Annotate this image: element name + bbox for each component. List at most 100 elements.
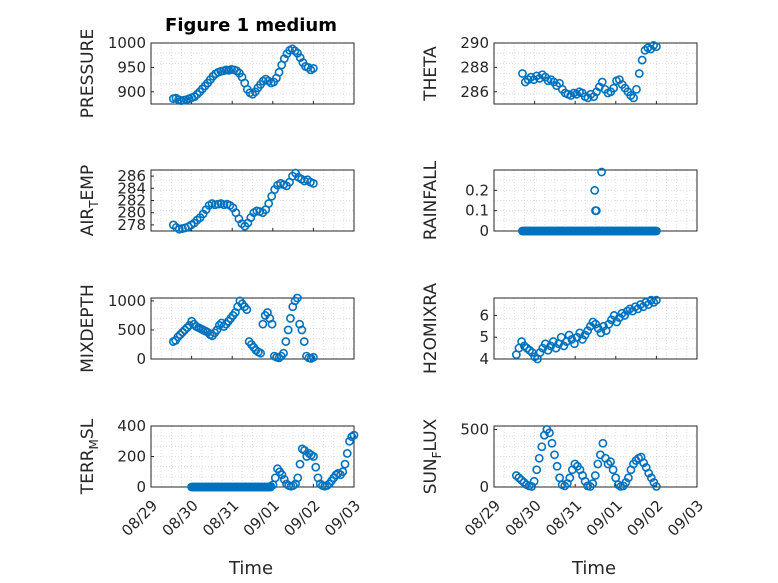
y-tick-label: 0 [479, 478, 489, 496]
subplot-h2omixra: 4 5 6 H2OMIXRA [421, 283, 698, 374]
data-point [578, 334, 587, 344]
data-point [593, 459, 603, 469]
data-point [297, 325, 307, 335]
x-tick-label: 08/30 [502, 497, 545, 540]
data-point [286, 313, 295, 323]
data-point [242, 305, 252, 315]
data-point [560, 481, 570, 491]
y-tick-label: 0.1 [465, 202, 489, 220]
data-point [514, 473, 524, 483]
data-point [190, 92, 199, 102]
data-point [633, 304, 643, 314]
data-point [292, 293, 302, 303]
data-point [303, 63, 313, 72]
data-point [551, 343, 561, 353]
x-tick-label: 09/01 [583, 497, 626, 540]
data-point [178, 327, 187, 337]
data-point [290, 46, 300, 56]
x-tick-label: 08/29 [118, 497, 161, 540]
axes-box [150, 42, 355, 105]
data-point [180, 325, 190, 335]
data-point [219, 322, 229, 331]
data-point [338, 467, 348, 477]
data-point [212, 325, 222, 335]
data-point [583, 326, 593, 336]
y-tick-label: 286 [117, 167, 146, 185]
data-point [518, 69, 527, 78]
y-tick-label: 290 [460, 34, 489, 52]
axes-box [493, 42, 698, 105]
y-tick-label: 400 [117, 417, 146, 435]
data-point [340, 459, 350, 469]
data-point [277, 470, 287, 480]
data-point [652, 295, 661, 305]
data-point [308, 63, 318, 73]
data-point [632, 84, 641, 94]
data-point [598, 438, 608, 448]
data-point [173, 332, 183, 342]
data-point [311, 462, 321, 472]
data-point [620, 311, 630, 320]
x-tick-label: 09/01 [240, 497, 283, 540]
data-point [612, 317, 622, 327]
axes-box [150, 169, 355, 232]
x-tick-label: 09/03 [664, 497, 707, 540]
data-point [256, 348, 265, 358]
y-axis-label: MIXDEPTH [78, 284, 98, 373]
data-point [609, 83, 619, 93]
data-point [593, 324, 603, 333]
data-point [580, 330, 590, 340]
data-point [545, 428, 554, 438]
data-point [637, 55, 647, 65]
data-point [299, 337, 309, 346]
data-point [264, 199, 274, 208]
y-tick-label: 5 [479, 328, 489, 346]
data-point [532, 465, 542, 475]
data-point [603, 459, 613, 469]
data-point [607, 315, 616, 325]
data-point [293, 473, 303, 483]
data-point [192, 89, 202, 99]
data-point [248, 89, 258, 99]
data-point [604, 319, 614, 329]
data-point [279, 348, 288, 358]
data-point [595, 226, 604, 236]
y-tick-label: 282 [117, 192, 146, 210]
axes-box [493, 425, 698, 488]
data-point [591, 206, 601, 216]
data-point [559, 341, 569, 351]
x-axis-label-left: Time [228, 558, 273, 579]
y-axis-label: H2OMIXRA [421, 283, 441, 374]
x-tick-label: 09/02 [623, 497, 666, 540]
data-point [535, 348, 545, 357]
data-point [547, 438, 557, 448]
data-point [652, 226, 661, 236]
data-point [182, 323, 192, 333]
y-tick-label: 6 [479, 306, 489, 324]
data-point [281, 337, 291, 346]
y-tick-label: 0.2 [465, 181, 489, 199]
data-point [606, 457, 615, 467]
y-tick-label: 500 [117, 321, 146, 339]
data-point [599, 321, 608, 331]
data-point [639, 458, 649, 468]
y-tick-label: 286 [460, 83, 489, 101]
data-point [175, 330, 185, 339]
data-point [590, 471, 600, 480]
data-point [564, 330, 574, 340]
y-tick-label: 278 [117, 216, 146, 234]
data-point [597, 167, 606, 177]
data-point [652, 42, 661, 52]
data-point [572, 332, 582, 342]
data-point [345, 436, 354, 446]
data-point [309, 452, 318, 461]
data-point [283, 325, 293, 335]
data-point [597, 77, 607, 87]
data-point [267, 319, 277, 329]
data-point [308, 179, 318, 188]
data-point [590, 185, 600, 195]
axes-box [150, 297, 355, 360]
data-point [342, 449, 352, 458]
